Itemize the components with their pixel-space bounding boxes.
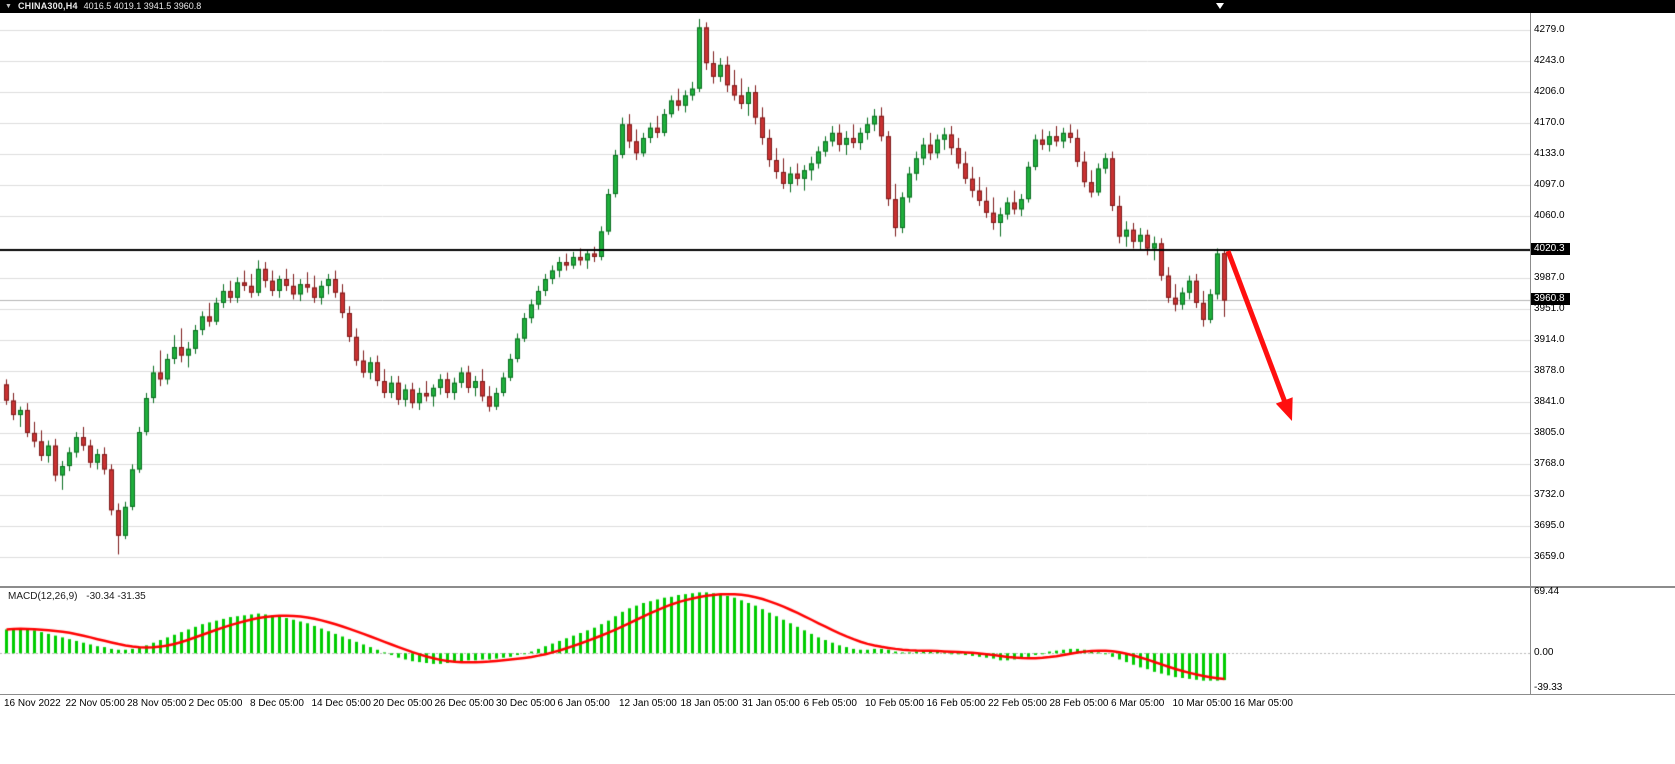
symbol-and-timeframe: CHINA300,H4 xyxy=(17,1,78,11)
price-tag-hline[interactable]: 4020.3 xyxy=(1531,242,1570,255)
macd-axis-label: 0.00 xyxy=(1534,647,1554,659)
price-axis-label: 3914.0 xyxy=(1534,334,1565,346)
time-axis-label: 6 Jan 05:00 xyxy=(557,698,610,709)
time-axis-label: 22 Nov 05:00 xyxy=(65,698,126,709)
price-axis-label: 4206.0 xyxy=(1534,86,1565,98)
symbol-dropdown-icon[interactable]: ▼ xyxy=(5,3,12,10)
time-axis-label: 18 Jan 05:00 xyxy=(680,698,739,709)
chart-shift-marker-icon[interactable] xyxy=(1216,3,1224,9)
price-axis-label: 3841.0 xyxy=(1534,396,1565,408)
macd-axis-label: 69.44 xyxy=(1534,586,1560,597)
time-axis-label: 26 Dec 05:00 xyxy=(434,698,495,709)
macd-indicator-label: MACD(12,26,9) -30.34 -31.35 xyxy=(8,591,146,602)
time-axis-label: 28 Feb 05:00 xyxy=(1049,698,1109,709)
ohlc-readout: 4016.5 4019.1 3941.5 3960.8 xyxy=(83,1,202,11)
price-axis-label: 4097.0 xyxy=(1534,178,1565,190)
time-axis-label: 16 Mar 05:00 xyxy=(1234,698,1293,709)
macd-name: MACD(12,26,9) xyxy=(8,591,78,602)
price-axis-label: 3695.0 xyxy=(1534,520,1565,532)
time-axis[interactable]: 16 Nov 2022 22 Nov 05:00 28 Nov 05:00 2 Dec… xyxy=(0,695,1530,717)
axis-separator xyxy=(1530,13,1531,694)
price-axis-label: 4060.0 xyxy=(1534,210,1565,222)
price-axis-label: 3768.0 xyxy=(1534,458,1565,470)
price-axis-label: 3805.0 xyxy=(1534,426,1565,438)
time-axis-label: 8 Dec 05:00 xyxy=(250,698,304,709)
time-axis-label: 10 Mar 05:00 xyxy=(1172,698,1232,709)
time-axis-label: 20 Dec 05:00 xyxy=(373,698,433,709)
time-axis-separator xyxy=(0,694,1675,695)
chart-title-bar: ▼ CHINA300,H4 4016.5 4019.1 3941.5 3960.… xyxy=(0,0,1675,13)
time-axis-label: 2 Dec 05:00 xyxy=(188,698,243,709)
time-axis-label: 22 Feb 05:00 xyxy=(988,698,1047,709)
time-axis-label: 10 Feb 05:00 xyxy=(865,698,924,709)
time-axis-label: 30 Dec 05:00 xyxy=(496,698,556,709)
time-axis-label: 6 Mar 05:00 xyxy=(1111,698,1165,709)
macd-values: -30.34 -31.35 xyxy=(86,591,146,602)
price-axis-label: 3951.0 xyxy=(1534,302,1565,314)
price-axis-label: 4133.0 xyxy=(1534,148,1565,160)
price-axis-label: 3732.0 xyxy=(1534,488,1565,500)
time-axis-label: 16 Nov 2022 xyxy=(4,698,61,709)
time-axis-label: 16 Feb 05:00 xyxy=(926,698,986,709)
macd-axis[interactable]: 69.44 0.00 -39.33 xyxy=(1531,586,1675,694)
price-axis-label: 4170.0 xyxy=(1534,116,1565,128)
time-axis-label: 31 Jan 05:00 xyxy=(742,698,800,709)
price-axis-label: 4279.0 xyxy=(1534,24,1565,35)
macd-axis-label: -39.33 xyxy=(1534,682,1563,693)
price-axis-label: 4243.0 xyxy=(1534,54,1565,66)
price-axis[interactable]: 4279.0 4243.0 4206.0 4170.0 4133.0 4097.0 4060… xyxy=(1531,13,1675,586)
macd-canvas[interactable] xyxy=(0,588,1530,694)
price-axis-label: 3659.0 xyxy=(1534,551,1565,562)
pane-separator[interactable] xyxy=(0,586,1675,588)
price-axis-label: 3987.0 xyxy=(1534,272,1565,284)
time-axis-label: 14 Dec 05:00 xyxy=(311,698,372,709)
time-axis-label: 28 Nov 05:00 xyxy=(127,698,187,709)
time-axis-label: 12 Jan 05:00 xyxy=(619,698,677,709)
time-axis-label: 6 Feb 05:00 xyxy=(803,698,857,709)
price-chart-canvas[interactable] xyxy=(0,13,1530,586)
price-tag-last: 3960.8 xyxy=(1531,293,1570,306)
price-axis-label: 3878.0 xyxy=(1534,364,1565,376)
